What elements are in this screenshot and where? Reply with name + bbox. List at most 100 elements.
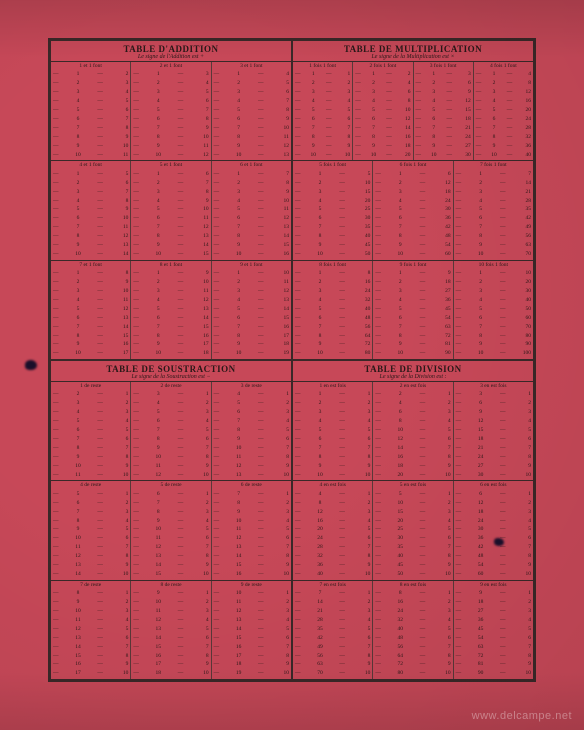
column-header: 4 de reste [53,482,128,488]
table-row: —2—7 [133,180,208,186]
table-row: —15—10 [133,571,208,577]
table-row: —8—8 [295,134,350,140]
column-header: 3 et 1 font [214,63,289,69]
table-row: —4—32 [295,297,370,303]
table-column: 8 et 1 font—1—9—2—10—3—11—4—12—5—13—6—14… [131,261,211,359]
table-row: —6—60 [456,315,531,321]
table-row: —11—2 [214,599,289,605]
table-row: —6—6 [295,116,350,122]
table-row: —5—2 [214,400,289,406]
multiplication-title: TABLE DE MULTIPLICATION [295,44,531,54]
table-block: 4 en est fois—4—1—8—2—12—3—16—4—20—5—24—… [293,481,533,580]
column-rows: —3—1—6—2—9—3—12—4—15—5—18—6—21—7—24—8—27… [456,390,531,479]
table-row: —9—9 [295,463,370,469]
table-column: 1 en est fois—1—1—2—2—3—3—4—4—5—5—6—6—7—… [293,382,373,480]
table-row: —5—7 [133,107,208,113]
column-rows: —4—1—5—2—6—3—7—4—8—5—9—6—10—7—11—8—12—9—… [214,390,289,479]
table-column: 9 de reste—10—1—11—2—12—3—13—4—14—5—15—6… [212,581,291,679]
table-row: —9—3 [456,409,531,415]
column-rows: —1—7—2—8—3—9—4—10—5—11—6—12—7—13—8—14—9—… [214,169,289,258]
column-header: 9 et 1 font [214,262,289,268]
table-row: —7—14 [53,324,128,330]
table-row: —8—16 [355,134,410,140]
table-column: 4 et 1 font—1—5—2—6—3—7—4—8—5—9—6—10—7—1… [51,161,131,259]
table-row: —8—13 [133,233,208,239]
table-column: 5 et 1 font—1—6—2—7—3—8—4—9—5—10—6—11—7—… [131,161,211,259]
table-row: —1—10 [456,270,531,276]
table-row: —10—4 [214,518,289,524]
table-block: 4 de reste—5—1—6—2—7—3—8—4—9—5—10—6—11—7… [51,481,291,580]
table-row: —18—10 [133,670,208,676]
column-header: 7 en est fois [295,582,370,588]
table-row: —9—3 [214,509,289,515]
table-row: —8—2 [295,500,370,506]
table-row: —1—4 [214,71,289,77]
table-row: —4—12 [133,297,208,303]
column-rows: —6—1—12—2—18—3—24—4—30—5—36—6—42—7—48—8—… [456,489,531,578]
table-row: —17—10 [53,670,128,676]
column-header: 9 de reste [214,582,289,588]
table-row: —6—15 [214,315,289,321]
subtraction-title: TABLE DE SOUSTRACTION [53,364,289,374]
column-header: 2 fois 1 font [355,63,410,69]
table-column: 5 de reste—6—1—7—2—8—3—9—4—10—5—11—6—12—… [131,481,211,579]
table-row: —30—5 [456,526,531,532]
table-block: 1 et 1 font—1—2—2—3—3—4—4—5—5—6—6—7—7—8—… [51,62,291,161]
table-row: —27—3 [456,608,531,614]
table-row: —5—15 [416,107,471,113]
table-row: —18—2 [456,599,531,605]
addition-header: TABLE D'ADDITION Le signe de l'Addition … [51,41,291,62]
table-row: —18—3 [456,509,531,515]
table-row: —6—3 [375,409,450,415]
table-column: 3 fois 1 font—1—3—2—6—3—9—4—12—5—15—6—18… [414,62,474,160]
table-row: —4—4 [295,98,350,104]
table-row: —9—12 [214,143,289,149]
division-subtitle: Le signe de la Division est : [295,374,531,380]
table-row: —3—6 [214,89,289,95]
ink-stain [494,538,504,546]
column-header: 7 fois 1 font [456,162,531,168]
table-row: —7—42 [375,224,450,230]
table-row: —4—7 [214,98,289,104]
table-column: 1 fois 1 font—1—1—2—2—3—3—4—4—5—5—6—6—7—… [293,62,353,160]
table-row: —6—1 [133,491,208,497]
table-row: —63—9 [295,661,370,667]
table-row: —19—10 [214,670,289,676]
table-row: —2—10 [133,279,208,285]
table-row: —49—7 [295,644,370,650]
table-row: —7—49 [456,224,531,230]
table-row: —8—4 [375,418,450,424]
table-row: —24—6 [295,535,370,541]
table-row: —7—21 [416,125,471,131]
table-row: —9—81 [375,341,450,347]
table-row: —2—10 [295,180,370,186]
table-row: —8—3 [133,509,208,515]
table-row: —17—9 [133,661,208,667]
multiplication-blocks: 1 fois 1 font—1—1—2—2—3—3—4—4—5—5—6—6—7—… [293,62,533,359]
table-row: —1—4 [476,71,531,77]
table-row: —50—10 [375,571,450,577]
column-header: 1 en est fois [295,383,370,389]
table-row: —4—40 [456,297,531,303]
table-row: —9—9 [295,143,350,149]
table-row: —7—28 [476,125,531,131]
column-rows: —1—8—2—16—3—24—4—32—5—40—6—48—7—56—8—64—… [295,269,370,358]
column-header: 3 fois 1 font [416,63,471,69]
table-row: —16—2 [375,599,450,605]
table-row: —3—12 [214,288,289,294]
table-row: —9—1 [456,590,531,596]
table-row: —11—4 [53,617,128,623]
table-row: —5—5 [295,427,370,433]
table-row: —3—9 [416,89,471,95]
addition-section: TABLE D'ADDITION Le signe de l'Addition … [50,40,292,360]
table-row: —2—14 [456,180,531,186]
table-row: —1—2 [355,71,410,77]
table-row: —90—10 [456,670,531,676]
table-row: —10—2 [133,599,208,605]
table-row: —16—7 [214,644,289,650]
table-row: —5—40 [295,306,370,312]
table-column: 2 et 1 font—1—3—2—4—3—5—4—6—5—7—6—8—7—9—… [131,62,211,160]
table-row: —1—9 [133,270,208,276]
table-row: —7—1 [295,590,370,596]
table-row: —5—25 [295,206,370,212]
